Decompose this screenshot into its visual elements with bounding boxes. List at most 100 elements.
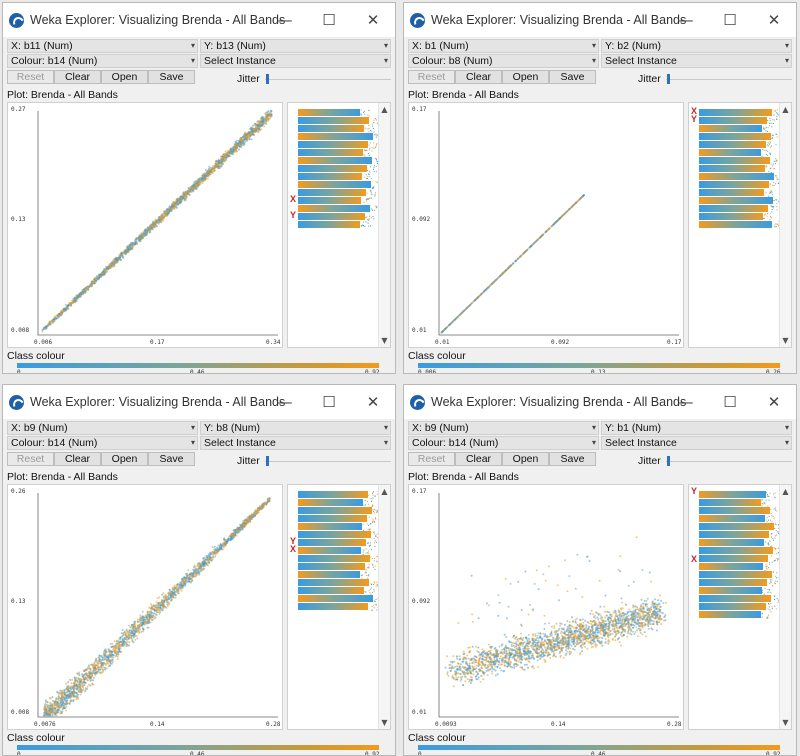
chevron-down-icon[interactable]: ▼ [379, 336, 390, 345]
attribute-strip[interactable] [699, 547, 773, 554]
reset-button[interactable]: Reset [7, 70, 54, 84]
open-button[interactable]: Open [101, 70, 148, 84]
attribute-strip[interactable] [298, 603, 368, 610]
reset-button[interactable]: Reset [408, 70, 455, 84]
attribute-strip[interactable] [699, 165, 765, 172]
attribute-strip[interactable] [699, 555, 768, 562]
attribute-strip[interactable] [699, 197, 773, 204]
x-axis-select[interactable]: X: b11 (Num) ▾ [7, 39, 198, 53]
jitter-slider-track[interactable] [666, 461, 792, 462]
attribute-strip[interactable] [699, 579, 767, 586]
chevron-up-icon[interactable]: ▲ [379, 105, 390, 114]
attribute-strip[interactable] [699, 595, 771, 602]
attribute-bars-panel[interactable]: ▲ ▼ X Y [688, 102, 792, 348]
colour-select[interactable]: Colour: b14 (Num) ▾ [7, 436, 198, 450]
colour-select[interactable]: Colour: b14 (Num) ▾ [408, 436, 599, 450]
open-button[interactable]: Open [101, 452, 148, 466]
colour-select[interactable]: Colour: b14 (Num) ▾ [7, 54, 198, 68]
attribute-strip[interactable] [699, 571, 772, 578]
attribute-strip[interactable] [699, 539, 764, 546]
attribute-strip[interactable] [699, 221, 772, 228]
attribute-strip[interactable] [699, 499, 761, 506]
colour-select[interactable]: Colour: b8 (Num) ▾ [408, 54, 599, 68]
attribute-strip[interactable] [699, 491, 766, 498]
jitter-slider-track[interactable] [265, 461, 391, 462]
chevron-down-icon[interactable]: ▼ [780, 336, 791, 345]
attribute-strip[interactable] [699, 531, 769, 538]
scatter-plot[interactable]: 0.27 0.13 0.008 0.006 0.17 0.34 [7, 102, 283, 348]
attribute-strip[interactable] [699, 157, 770, 164]
attribute-strip[interactable] [298, 515, 367, 522]
attribute-strip[interactable] [699, 205, 768, 212]
attribute-strip[interactable] [699, 117, 767, 124]
open-button[interactable]: Open [502, 70, 549, 84]
open-button[interactable]: Open [502, 452, 549, 466]
attribute-strip[interactable] [298, 579, 369, 586]
attribute-strip[interactable] [699, 563, 763, 570]
attribute-strip[interactable] [298, 109, 360, 116]
attribute-strip[interactable] [298, 499, 363, 506]
attribute-strip[interactable] [298, 539, 366, 546]
attribute-bars-scrollbar[interactable]: ▲ ▼ [779, 103, 791, 347]
attribute-strip[interactable] [298, 563, 365, 570]
chevron-up-icon[interactable]: ▲ [780, 105, 791, 114]
attribute-strip[interactable] [699, 587, 762, 594]
minimize-button[interactable]: — [263, 385, 307, 419]
attribute-bars-panel[interactable]: ▲ ▼ X Y [688, 484, 792, 730]
attribute-strip[interactable] [298, 197, 361, 204]
attribute-strip[interactable] [699, 507, 770, 514]
attribute-strip[interactable] [298, 125, 364, 132]
attribute-strip[interactable] [298, 571, 360, 578]
attribute-strip[interactable] [699, 141, 766, 148]
clear-button[interactable]: Clear [54, 70, 101, 84]
attribute-bars-scrollbar[interactable]: ▲ ▼ [378, 103, 390, 347]
minimize-button[interactable]: — [263, 3, 307, 37]
save-button[interactable]: Save [148, 70, 195, 84]
attribute-strip[interactable] [298, 523, 362, 530]
attribute-bars-scrollbar[interactable]: ▲ ▼ [779, 485, 791, 729]
save-button[interactable]: Save [148, 452, 195, 466]
attribute-strip[interactable] [699, 189, 764, 196]
attribute-strip[interactable] [298, 587, 364, 594]
attribute-strip[interactable] [298, 547, 361, 554]
maximize-button[interactable]: ☐ [708, 3, 752, 37]
save-button[interactable]: Save [549, 452, 596, 466]
minimize-button[interactable]: — [664, 3, 708, 37]
attribute-strip[interactable] [298, 491, 368, 498]
select-instance-select[interactable]: Select Instance ▾ [200, 54, 391, 68]
maximize-button[interactable]: ☐ [307, 3, 351, 37]
chevron-down-icon[interactable]: ▼ [780, 718, 791, 727]
attribute-strip[interactable] [298, 595, 373, 602]
select-instance-select[interactable]: Select Instance ▾ [200, 436, 391, 450]
maximize-button[interactable]: ☐ [307, 385, 351, 419]
attribute-strip[interactable] [298, 205, 370, 212]
attribute-strip[interactable] [699, 523, 774, 530]
scatter-plot[interactable]: 0.17 0.092 0.01 0.0093 0.14 0.28 [408, 484, 684, 730]
attribute-strip[interactable] [699, 181, 769, 188]
scatter-plot[interactable]: 0.26 0.13 0.008 0.0076 0.14 0.28 [7, 484, 283, 730]
clear-button[interactable]: Clear [455, 452, 502, 466]
chevron-up-icon[interactable]: ▲ [379, 487, 390, 496]
attribute-strip[interactable] [699, 125, 762, 132]
attribute-strip[interactable] [699, 515, 765, 522]
select-instance-select[interactable]: Select Instance ▾ [601, 436, 792, 450]
chevron-up-icon[interactable]: ▲ [780, 487, 791, 496]
attribute-strip[interactable] [298, 133, 373, 140]
attribute-strip[interactable] [298, 165, 367, 172]
select-instance-select[interactable]: Select Instance ▾ [601, 54, 792, 68]
attribute-strip[interactable] [298, 221, 360, 228]
chevron-down-icon[interactable]: ▼ [379, 718, 390, 727]
close-button[interactable]: ✕ [752, 3, 796, 37]
attribute-strip[interactable] [699, 213, 763, 220]
attribute-strip[interactable] [298, 213, 365, 220]
attribute-strip[interactable] [699, 133, 771, 140]
attribute-bars-scrollbar[interactable]: ▲ ▼ [378, 485, 390, 729]
jitter-slider-thumb[interactable] [667, 456, 670, 466]
scatter-plot[interactable]: 0.17 0.092 0.01 0.01 0.092 0.17 [408, 102, 684, 348]
attribute-strip[interactable] [699, 173, 774, 180]
clear-button[interactable]: Clear [54, 452, 101, 466]
attribute-bars-panel[interactable]: ▲ ▼ X Y [287, 102, 391, 348]
y-axis-select[interactable]: Y: b2 (Num) ▾ [601, 39, 792, 53]
attribute-strip[interactable] [298, 141, 368, 148]
attribute-strip[interactable] [298, 531, 371, 538]
